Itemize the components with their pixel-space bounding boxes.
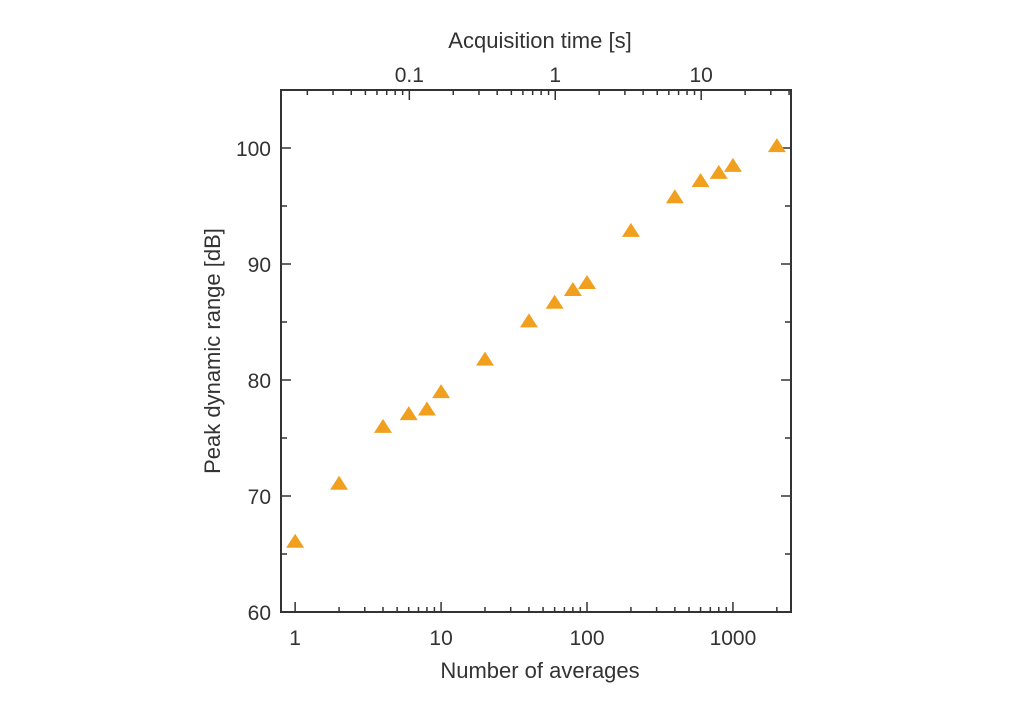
x-axis-title: Number of averages <box>440 658 639 683</box>
data-point-triangle <box>563 282 582 296</box>
data-point-triangle <box>621 222 640 237</box>
data-point-triangle <box>432 384 451 399</box>
x-tick-label: 1000 <box>710 627 757 650</box>
data-point-triangle <box>665 189 684 204</box>
y-tick-label: 100 <box>236 138 271 161</box>
data-point-triangle <box>330 475 349 490</box>
data-point-triangle <box>578 275 596 290</box>
top-axis-title: Acquisition time [s] <box>448 28 631 53</box>
axis-ticks <box>281 89 791 613</box>
data-point-triangle <box>286 533 305 548</box>
data-point-triangle <box>476 351 494 366</box>
x-tick-label: 10 <box>429 627 452 650</box>
data-point-triangle <box>374 418 392 433</box>
plot-frame <box>280 89 792 613</box>
data-points <box>286 138 786 548</box>
data-point-triangle <box>767 138 786 153</box>
y-tick-label: 70 <box>248 486 271 509</box>
data-point-triangle <box>545 294 564 309</box>
tick-labels: 1 10 100 1000 0.1 1 10 60 70 80 90 100 <box>236 64 756 650</box>
y-tick-label: 60 <box>248 602 271 625</box>
x2-tick-label: 1 <box>549 64 561 87</box>
data-point-triangle <box>709 164 728 179</box>
x-tick-label: 1 <box>289 627 301 650</box>
data-point-triangle <box>519 313 538 328</box>
data-point-triangle <box>399 406 418 421</box>
x2-tick-label: 0.1 <box>395 64 424 87</box>
x-tick-label: 100 <box>569 627 604 650</box>
y-tick-label: 80 <box>248 370 271 393</box>
data-point-triangle <box>691 172 710 187</box>
data-point-triangle <box>417 401 436 416</box>
y-axis-title: Peak dynamic range [dB] <box>200 228 225 474</box>
x2-tick-label: 10 <box>690 64 713 87</box>
data-point-triangle <box>723 157 742 172</box>
y-tick-label: 90 <box>248 254 271 277</box>
